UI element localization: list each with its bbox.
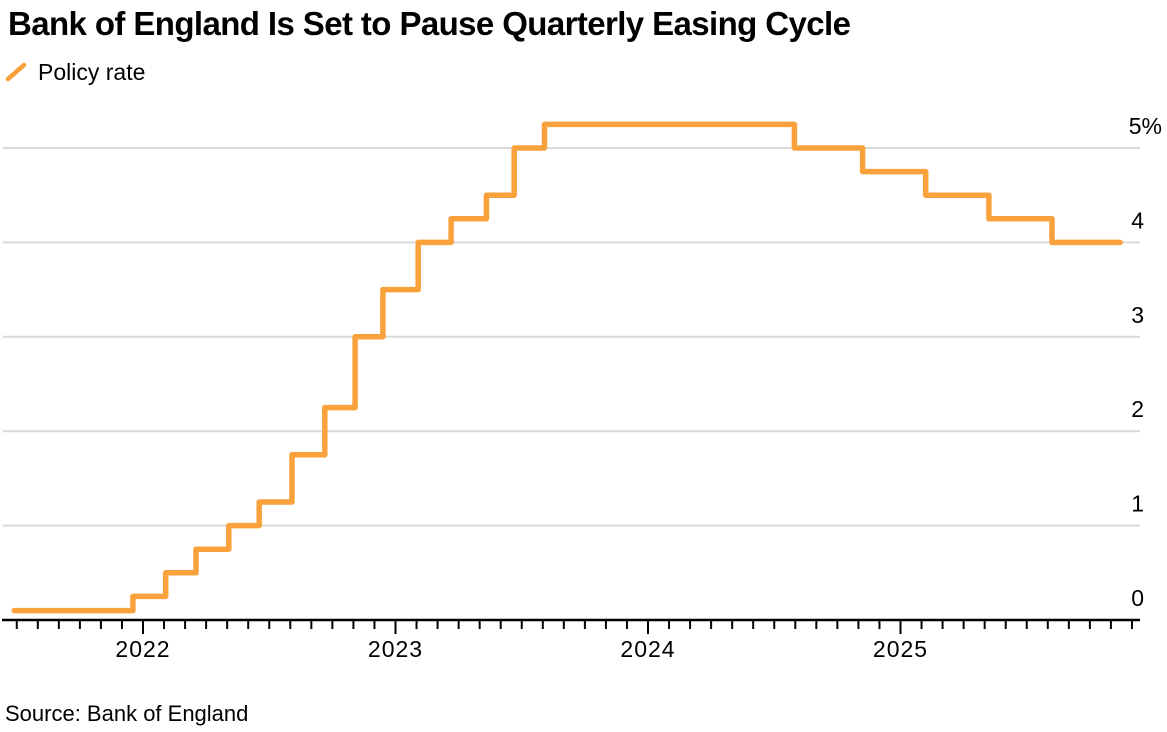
x-axis-label-2024: 2024 [620,636,675,662]
policy-rate-line-swatch-icon [5,62,27,82]
x-axis-label-2025: 2025 [873,636,928,662]
chart-svg: 2022 2023 2024 2025 0 1 2 3 4 5% [2,113,1162,662]
x-axis-label-2023: 2023 [368,636,423,662]
chart-area: 2022 2023 2024 2025 0 1 2 3 4 5% [0,100,1167,680]
y-axis-label-5%: 5% [1129,113,1162,139]
chart-title: Bank of England Is Set to Pause Quarterl… [8,5,851,42]
x-axis-label-2022: 2022 [115,636,170,662]
y-axis-label-2: 2 [1131,396,1144,422]
y-axis-label-4: 4 [1131,207,1144,233]
y-axis-label-1: 1 [1131,491,1144,517]
source-attribution: Source: Bank of England [5,701,249,726]
y-axis-label-0: 0 [1131,585,1144,611]
y-axis-label-3: 3 [1131,302,1144,328]
legend: Policy rate [3,59,145,85]
series-line-0 [11,121,1123,614]
legend-label: Policy rate [38,59,146,85]
